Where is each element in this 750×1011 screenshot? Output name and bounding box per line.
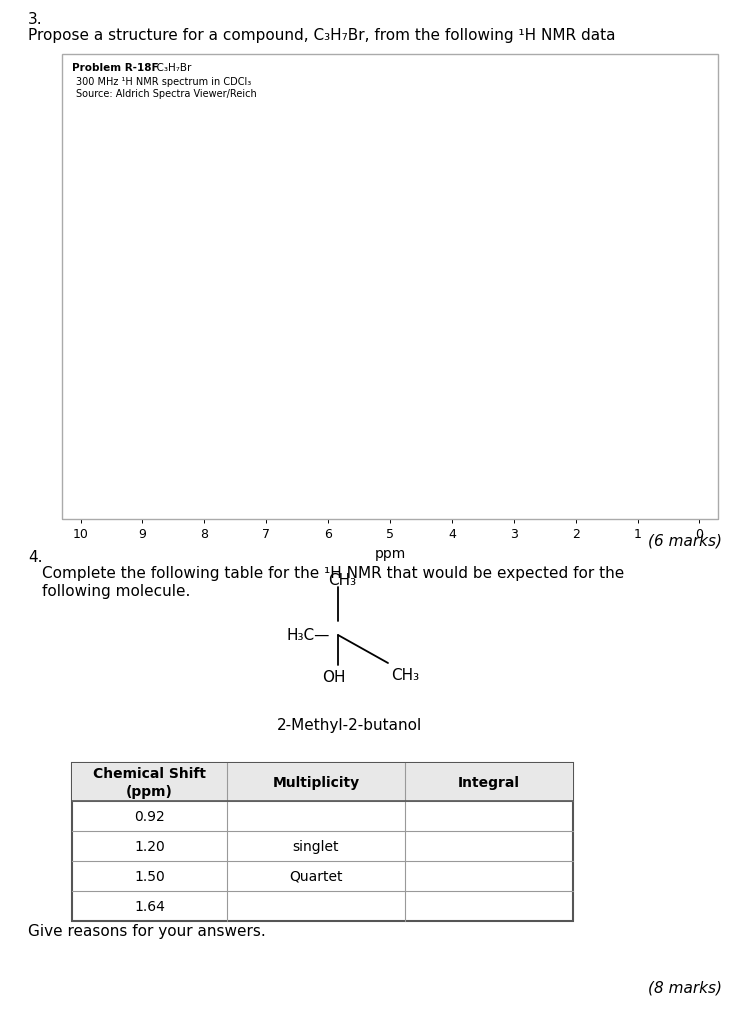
Text: OH: OH <box>322 669 346 684</box>
Text: H₃C—: H₃C— <box>286 628 329 643</box>
X-axis label: ppm: ppm <box>374 546 406 560</box>
Text: Source: Aldrich Spectra Viewer/Reich: Source: Aldrich Spectra Viewer/Reich <box>76 89 256 99</box>
Bar <box>62 55 718 520</box>
Text: Quartet: Quartet <box>290 869 343 884</box>
Text: (8 marks): (8 marks) <box>648 980 722 995</box>
Text: Chemical Shift
(ppm): Chemical Shift (ppm) <box>93 766 206 798</box>
Text: following molecule.: following molecule. <box>42 583 190 599</box>
Text: 1.20: 1.20 <box>134 839 165 853</box>
Text: CH₃: CH₃ <box>328 572 356 587</box>
Text: 1.49: 1.49 <box>623 352 640 361</box>
Text: 1.50: 1.50 <box>134 869 165 884</box>
Bar <box>72 763 573 801</box>
Text: 1.00: 1.00 <box>490 494 507 503</box>
Text: 1.03: 1.03 <box>583 494 600 503</box>
Text: (6 marks): (6 marks) <box>648 534 722 548</box>
Text: 1.64: 1.64 <box>134 899 165 913</box>
Text: 4.: 4. <box>28 549 43 564</box>
Text: Problem R-18F: Problem R-18F <box>72 63 159 73</box>
Text: 3.: 3. <box>28 12 43 27</box>
Bar <box>72 763 573 921</box>
Text: Multiplicity: Multiplicity <box>272 775 359 790</box>
Text: Integral: Integral <box>458 775 520 790</box>
Text: 300 MHz ¹H NMR spectrum in CDCl₃: 300 MHz ¹H NMR spectrum in CDCl₃ <box>76 77 251 87</box>
Text: 2-Methyl-2-butanol: 2-Methyl-2-butanol <box>278 717 423 732</box>
Text: Complete the following table for the ¹H NMR that would be expected for the: Complete the following table for the ¹H … <box>42 565 624 580</box>
Text: singlet: singlet <box>292 839 339 853</box>
Text: Give reasons for your answers.: Give reasons for your answers. <box>28 923 266 938</box>
Text: Propose a structure for a compound, C₃H₇Br, from the following ¹H NMR data: Propose a structure for a compound, C₃H₇… <box>28 28 616 42</box>
Text: C₃H₇Br: C₃H₇Br <box>150 63 191 73</box>
Text: 0.92: 0.92 <box>134 809 165 823</box>
Text: CH₃: CH₃ <box>391 667 419 682</box>
